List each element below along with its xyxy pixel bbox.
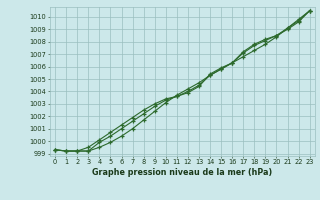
X-axis label: Graphe pression niveau de la mer (hPa): Graphe pression niveau de la mer (hPa) bbox=[92, 168, 273, 177]
